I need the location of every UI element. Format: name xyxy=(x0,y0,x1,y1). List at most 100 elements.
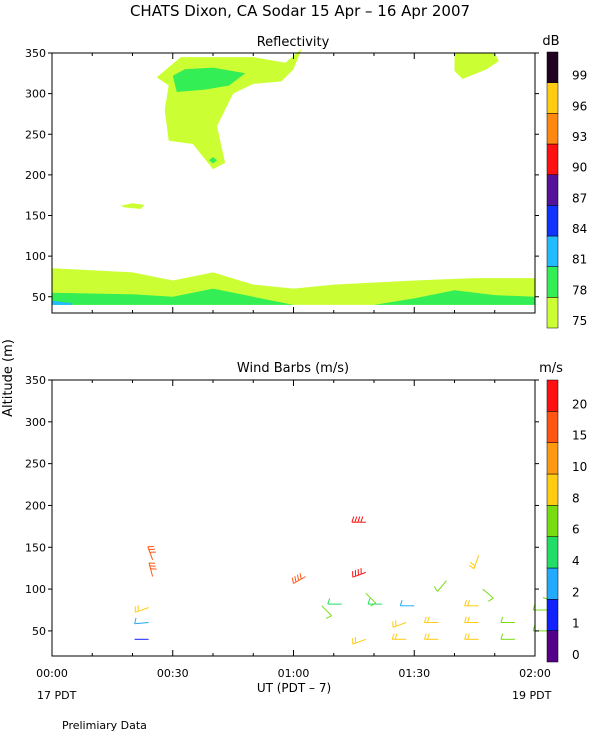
wind-barb xyxy=(327,598,342,605)
wind-barb-flag xyxy=(467,633,470,640)
wind-barb xyxy=(399,599,415,607)
wind-x-tick-label: 00:30 xyxy=(157,667,189,680)
wind-colorbar-label: 10 xyxy=(572,460,587,474)
wind-y-tick-label: 150 xyxy=(25,541,46,554)
y-axis-label: Altitude (m) xyxy=(1,339,16,417)
wind-colorbar-label: 2 xyxy=(572,585,580,599)
wind-colorbar-label: 0 xyxy=(572,648,580,662)
wind-barb-flag xyxy=(500,616,504,623)
wind-barb-flag xyxy=(399,599,403,606)
wind-barb xyxy=(367,598,383,605)
x-start-label: 17 PDT xyxy=(37,689,77,702)
wind-colorbar-swatch xyxy=(546,567,559,600)
wind-barb xyxy=(351,516,366,523)
wind-barb xyxy=(147,546,156,560)
wind-barb-flag xyxy=(351,516,355,523)
reflectivity-contour-75-3 xyxy=(156,48,302,170)
wind-barb xyxy=(148,562,157,577)
refl-colorbar-label: 87 xyxy=(572,191,587,205)
refl-colorbar-swatch xyxy=(546,174,559,206)
wind-barb-flag xyxy=(291,577,294,584)
wind-barb-flag xyxy=(360,516,364,523)
reflectivity-colorbar: 75 78 81 84 87 90 93 96 99 xyxy=(546,51,587,329)
wind-barb-flag xyxy=(467,616,470,623)
wind-barb-flag xyxy=(423,616,427,623)
wind-barb-shaft xyxy=(473,555,480,569)
wind-barb-flag xyxy=(488,597,494,602)
panel2-colorbar-unit: m/s xyxy=(539,361,563,376)
wind-x-tick-label: 01:30 xyxy=(398,667,430,680)
panel1-colorbar-unit: dB xyxy=(542,34,559,49)
refl-y-tick-label: 100 xyxy=(25,250,46,263)
wind-barb-shaft xyxy=(135,607,149,613)
refl-colorbar-swatch xyxy=(546,266,559,298)
refl-colorbar-swatch xyxy=(546,235,559,267)
refl-colorbar-swatch xyxy=(546,82,559,114)
wind-barb xyxy=(134,605,149,613)
wind-barb-shaft xyxy=(147,546,154,560)
wind-x-tick-label: 02:00 xyxy=(519,667,551,680)
reflectivity-contour-75-6 xyxy=(120,203,145,209)
wind-barb-flag xyxy=(394,633,398,640)
wind-colorbar-label: 1 xyxy=(572,617,580,631)
refl-colorbar-swatch xyxy=(546,297,559,329)
panel2-title: Wind Barbs (m/s) xyxy=(237,361,349,376)
wind-y-tick-label: 250 xyxy=(25,458,46,471)
refl-colorbar-label: 78 xyxy=(572,283,587,297)
figure-title: CHATS Dixon, CA Sodar 15 Apr – 16 Apr 20… xyxy=(130,2,470,20)
reflectivity-contours xyxy=(52,48,535,305)
wind-colorbar-swatch xyxy=(546,505,559,537)
wind-barb-shaft xyxy=(482,588,494,599)
wind-barb-flag xyxy=(464,599,467,606)
wind-barb-flag xyxy=(469,561,476,567)
reflectivity-axes: 50 100 150 200 250 300 350 xyxy=(25,47,539,314)
wind-colorbar-label: 8 xyxy=(572,491,580,505)
wind-barb-shaft xyxy=(392,622,407,628)
wind-barb-flag xyxy=(464,633,467,640)
wind-barb-shaft xyxy=(437,580,447,592)
refl-y-tick-label: 350 xyxy=(25,47,46,60)
wind-colorbar-label: 4 xyxy=(572,554,580,568)
refl-colorbar-label: 93 xyxy=(572,130,587,144)
wind-barb-flag xyxy=(468,564,475,570)
reflectivity-contour-78-1 xyxy=(52,288,535,305)
wind-barb-flag xyxy=(433,586,438,592)
footer-note: Prelimiary Data xyxy=(62,719,147,732)
wind-barb xyxy=(468,555,480,570)
refl-y-tick-label: 50 xyxy=(32,291,46,304)
wind-colorbar-swatch xyxy=(546,379,559,412)
wind-barb-shaft xyxy=(293,576,306,584)
refl-y-tick-label: 250 xyxy=(25,128,46,141)
wind-barb xyxy=(464,599,479,607)
wind-barb-flag xyxy=(426,616,430,623)
wind-barb-flag xyxy=(357,516,361,523)
reflectivity-contour-81-2 xyxy=(52,300,73,305)
wind-barb xyxy=(500,616,515,623)
refl-colorbar-label: 75 xyxy=(572,314,587,328)
wind-barb-shaft xyxy=(352,571,367,578)
wind-barb-shaft xyxy=(321,605,332,617)
wind-y-tick-label: 350 xyxy=(25,374,46,387)
wind-colorbar-swatch xyxy=(546,599,559,631)
wind-barb xyxy=(464,616,479,623)
wind-barb xyxy=(392,620,407,628)
wind-barb-flag xyxy=(294,576,297,583)
wind-barb xyxy=(423,616,439,623)
wind-barb-flag xyxy=(354,516,358,523)
wind-barb-flag xyxy=(423,633,427,640)
refl-colorbar-swatch xyxy=(546,205,559,237)
wind-x-tick-label: 01:00 xyxy=(278,667,310,680)
wind-barb xyxy=(134,617,149,625)
wind-y-tick-label: 50 xyxy=(32,625,46,638)
refl-colorbar-label: 81 xyxy=(572,253,587,267)
wind-axes-frame xyxy=(51,379,536,657)
wind-barb-flag xyxy=(391,633,395,640)
wind-barb-flag xyxy=(325,615,332,619)
wind-barb-flag xyxy=(426,633,430,640)
wind-barb-shaft xyxy=(352,638,367,645)
wind-barb-flag xyxy=(299,573,302,580)
wind-barb-shaft xyxy=(148,562,154,577)
x-axis-label: UT (PDT – 7) xyxy=(257,681,331,695)
wind-barb xyxy=(433,580,447,592)
